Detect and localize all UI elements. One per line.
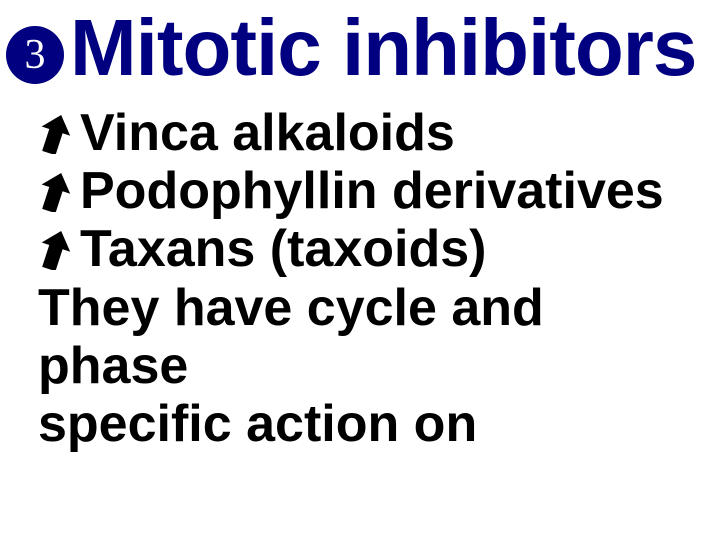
bullet-line: Taxans (taxoids) (38, 220, 720, 278)
tail-line: specific action on (38, 395, 720, 453)
bullet-text: Taxans (taxoids) (80, 220, 486, 278)
slide: 3 Mitotic inhibitors Vinca alkaloids Pod… (0, 2, 720, 540)
title-row: 3 Mitotic inhibitors (6, 2, 720, 94)
body: Vinca alkaloids Podophyllin derivatives … (38, 104, 720, 453)
up-arrow-icon (38, 224, 72, 282)
up-arrow-icon (38, 166, 72, 224)
up-arrow-icon (38, 108, 72, 166)
title-number-badge: 3 (6, 26, 64, 84)
bullet-text: Vinca alkaloids (80, 104, 455, 162)
title-text: Mitotic inhibitors (70, 2, 696, 94)
bullet-line: Vinca alkaloids (38, 104, 720, 162)
bullet-text: Podophyllin derivatives (80, 162, 664, 220)
bullet-line: Podophyllin derivatives (38, 162, 720, 220)
tail-line: They have cycle and (38, 279, 720, 337)
tail-line: phase (38, 337, 720, 395)
